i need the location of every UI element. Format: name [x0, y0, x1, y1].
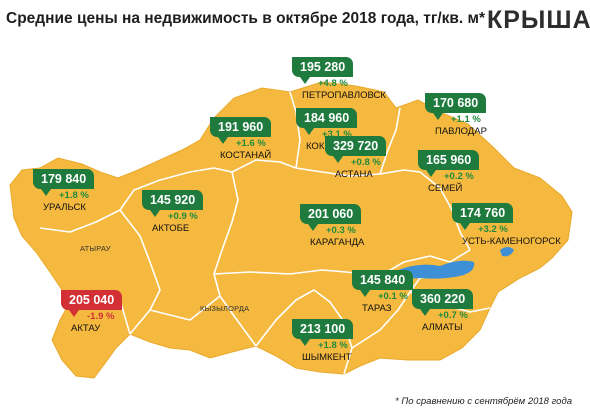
city-name: КАРАГАНДА: [310, 237, 365, 248]
city-name: ПЕТРОПАВЛОВСК: [302, 90, 386, 101]
marker-pointer: [300, 77, 310, 84]
marker-pointer: [360, 290, 370, 297]
price-label: 195 280: [292, 57, 354, 77]
marker-pointer: [41, 189, 51, 196]
price-change: +0.1 %: [378, 291, 408, 302]
region-label-kyzylorda: КЫЗЫЛОРДА: [200, 304, 250, 313]
city-name: АСТАНА: [335, 169, 373, 180]
price-label: 329 720: [325, 136, 387, 156]
krysha-logo: КРЫША: [487, 6, 590, 34]
price-change: +0.8 %: [351, 157, 381, 168]
price-label: 184 960: [296, 108, 358, 128]
marker-pointer: [150, 210, 160, 217]
price-change: +0.2 %: [444, 171, 474, 182]
city-name: АКТАУ: [71, 323, 101, 334]
price-label: 213 100: [292, 319, 354, 339]
city-name: АЛМАТЫ: [422, 322, 463, 333]
marker-pointer: [420, 309, 430, 316]
footnote: * По сравнению с сентябрём 2018 года: [395, 396, 572, 407]
city-name: УРАЛЬСК: [43, 202, 86, 213]
marker-pointer: [426, 170, 436, 177]
marker-pointer: [69, 310, 79, 317]
price-change: +1.8 %: [318, 340, 348, 351]
city-name: СЕМЕЙ: [428, 183, 463, 194]
city-name: ШЫМКЕНТ: [302, 352, 352, 363]
price-label: 145 840: [352, 270, 414, 290]
city-marker-almaty: 360 220 +0.7 % АЛМАТЫ: [412, 289, 474, 333]
balkhash-lake: [398, 260, 475, 279]
price-change: +1.8 %: [59, 190, 89, 201]
alakol-lake: [500, 247, 514, 257]
price-change: +1.6 %: [236, 138, 266, 149]
marker-pointer: [304, 128, 314, 135]
price-label: 174 760: [452, 203, 514, 223]
price-change: +4.8 %: [318, 78, 348, 89]
city-name: ТАРАЗ: [362, 303, 392, 314]
city-marker-uralsk: 179 840 +1.8 % УРАЛЬСК: [33, 169, 95, 213]
price-label: 191 960: [210, 117, 272, 137]
price-label: 165 960: [418, 150, 480, 170]
price-label: 179 840: [33, 169, 95, 189]
city-marker-shymkent: 213 100 +1.8 % ШЫМКЕНТ: [292, 319, 354, 363]
city-name: ПАВЛОДАР: [435, 126, 487, 137]
price-label: 201 060: [300, 204, 362, 224]
marker-pointer: [460, 223, 470, 230]
marker-pointer: [218, 137, 228, 144]
price-label: 145 920: [142, 190, 204, 210]
marker-pointer: [300, 339, 310, 346]
price-change: +0.3 %: [326, 225, 356, 236]
city-name: АКТОБЕ: [152, 223, 190, 234]
city-marker-aktau: 205 040 -1.9 % АКТАУ: [61, 290, 123, 334]
city-marker-astana: 329 720 +0.8 % АСТАНА: [325, 136, 387, 180]
marker-pointer: [433, 113, 443, 120]
price-label: 360 220: [412, 289, 474, 309]
region-label-atyrau: АТЫРАУ: [80, 244, 111, 253]
city-marker-kostanay: 191 960 +1.6 % КОСТАНАЙ: [210, 117, 271, 161]
city-marker-aktobe: 145 920 +0.9 % АКТОБЕ: [142, 190, 204, 234]
city-marker-karaganda: 201 060 +0.3 % КАРАГАНДА: [300, 204, 364, 248]
city-marker-petropavlovsk: 195 280 +4.8 % ПЕТРОПАВЛОВСК: [292, 57, 386, 101]
price-change: +3.2 %: [478, 224, 508, 235]
price-label: 205 040: [61, 290, 123, 310]
price-change: +0.9 %: [168, 211, 198, 222]
city-name: УСТЬ-КАМЕНОГОРСК: [462, 236, 561, 247]
price-change: +3.1 %: [322, 129, 352, 140]
marker-pointer: [308, 224, 318, 231]
page-title: Средние цены на недвижимость в октябре 2…: [6, 10, 486, 27]
marker-pointer: [333, 156, 343, 163]
city-marker-ust-kamenogorsk: 174 760 +3.2 % УСТЬ-КАМЕНОГОРСК: [452, 203, 561, 247]
city-name: КОСТАНАЙ: [220, 150, 272, 161]
price-change: +1.1 %: [451, 114, 481, 125]
price-label: 170 680: [425, 93, 487, 113]
city-marker-pavlodar: 170 680 +1.1 % ПАВЛОДАР: [425, 93, 487, 137]
price-change: -1.9 %: [87, 311, 115, 322]
city-marker-semey: 165 960 +0.2 % СЕМЕЙ: [418, 150, 480, 194]
price-change: +0.7 %: [438, 310, 468, 321]
city-marker-taraz: 145 840 +0.1 % ТАРАЗ: [352, 270, 414, 314]
